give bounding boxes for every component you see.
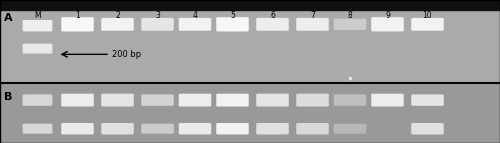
FancyBboxPatch shape [22, 20, 52, 31]
FancyBboxPatch shape [61, 94, 94, 107]
Text: B: B [4, 92, 12, 102]
FancyBboxPatch shape [142, 18, 174, 31]
FancyBboxPatch shape [334, 19, 366, 30]
Text: 8: 8 [348, 11, 352, 19]
FancyBboxPatch shape [22, 94, 52, 106]
FancyBboxPatch shape [334, 94, 366, 106]
FancyBboxPatch shape [256, 18, 289, 31]
FancyBboxPatch shape [371, 17, 404, 31]
FancyBboxPatch shape [101, 94, 134, 107]
Text: 3: 3 [155, 11, 160, 19]
Bar [0, 0, 500, 10]
Text: 4: 4 [192, 11, 198, 19]
FancyBboxPatch shape [296, 123, 329, 134]
FancyBboxPatch shape [142, 94, 174, 106]
FancyBboxPatch shape [411, 94, 444, 106]
FancyBboxPatch shape [216, 94, 249, 107]
FancyBboxPatch shape [334, 124, 366, 134]
FancyBboxPatch shape [61, 17, 94, 31]
FancyBboxPatch shape [101, 123, 134, 134]
FancyBboxPatch shape [296, 94, 329, 107]
FancyBboxPatch shape [61, 123, 94, 134]
Text: 2: 2 [115, 11, 120, 19]
FancyBboxPatch shape [22, 44, 52, 54]
Bar [0, 10, 500, 83]
FancyBboxPatch shape [411, 18, 444, 31]
Text: 200 bp: 200 bp [112, 50, 142, 59]
FancyBboxPatch shape [256, 94, 289, 107]
FancyBboxPatch shape [179, 94, 211, 107]
Text: M: M [34, 11, 41, 19]
Text: 1: 1 [75, 11, 80, 19]
FancyBboxPatch shape [216, 123, 249, 134]
Text: 9: 9 [385, 11, 390, 19]
FancyBboxPatch shape [256, 123, 289, 134]
FancyBboxPatch shape [142, 124, 174, 134]
Text: 10: 10 [422, 11, 432, 19]
Bar [0, 83, 500, 143]
FancyBboxPatch shape [296, 18, 329, 31]
Text: A: A [4, 13, 12, 23]
FancyBboxPatch shape [411, 123, 444, 134]
FancyBboxPatch shape [179, 18, 211, 31]
FancyBboxPatch shape [22, 124, 52, 134]
Text: 6: 6 [270, 11, 275, 19]
Text: 7: 7 [310, 11, 315, 19]
Text: 5: 5 [230, 11, 235, 19]
FancyBboxPatch shape [371, 94, 404, 107]
FancyBboxPatch shape [179, 123, 211, 134]
FancyBboxPatch shape [101, 18, 134, 31]
FancyBboxPatch shape [216, 17, 249, 31]
